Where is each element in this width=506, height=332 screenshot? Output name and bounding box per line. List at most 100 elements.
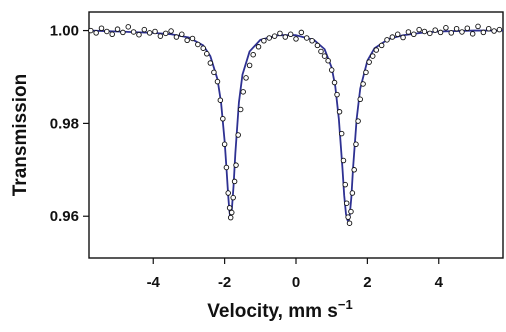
- data-point: [226, 205, 233, 211]
- data-point: [336, 109, 343, 115]
- data-point: [266, 35, 272, 41]
- data-point: [146, 30, 153, 36]
- data-point: [261, 38, 267, 44]
- data-point: [204, 51, 210, 57]
- fit-curve-layer: [88, 29, 503, 223]
- data-point: [230, 194, 236, 201]
- data-point: [485, 25, 492, 32]
- x-axis-label-main: Velocity, mm s: [207, 301, 338, 322]
- data-point: [217, 97, 224, 103]
- data-point: [384, 37, 390, 43]
- data-point: [369, 53, 376, 59]
- data-point: [491, 28, 497, 34]
- data-point: [346, 220, 353, 226]
- data-point: [240, 89, 246, 95]
- data-point: [328, 67, 335, 73]
- data-point: [229, 209, 235, 216]
- data-point: [331, 79, 338, 86]
- data-point: [360, 81, 366, 87]
- data-point: [448, 30, 455, 36]
- data-point: [342, 181, 349, 188]
- data-point: [227, 214, 234, 221]
- data-point: [437, 29, 444, 36]
- data-point: [173, 34, 180, 40]
- data-point: [345, 214, 351, 220]
- data-point: [233, 162, 239, 168]
- data-point: [255, 44, 262, 50]
- data-point: [120, 29, 126, 36]
- data-point: [443, 25, 449, 31]
- y-tick-label: 1.00: [50, 23, 79, 40]
- data-point: [355, 118, 361, 124]
- data-point: [271, 33, 278, 39]
- data-point: [220, 115, 226, 122]
- data-point: [366, 59, 372, 65]
- data-point: [405, 29, 412, 35]
- x-tick-label: 4: [435, 274, 444, 291]
- data-point: [325, 57, 331, 64]
- data-point: [211, 69, 217, 76]
- data-point: [195, 41, 201, 48]
- data-point: [340, 157, 347, 164]
- data-point: [214, 78, 221, 85]
- data-point: [464, 25, 471, 32]
- data-point: [427, 30, 433, 37]
- data-point: [130, 29, 137, 35]
- data-point: [293, 36, 299, 42]
- data-point: [287, 31, 294, 38]
- data-points-layer: [88, 23, 503, 226]
- data-point: [496, 26, 503, 33]
- data-point: [334, 91, 340, 98]
- data-point: [303, 35, 310, 41]
- x-tick-label: 2: [363, 274, 371, 291]
- data-point: [389, 34, 396, 40]
- data-point: [469, 31, 476, 37]
- x-tick-label: -4: [147, 274, 161, 291]
- data-point: [277, 30, 283, 37]
- data-point: [235, 132, 241, 138]
- x-axis-label-exponent: −1: [338, 297, 353, 312]
- data-point: [223, 164, 230, 171]
- data-point: [480, 29, 487, 36]
- data-point: [246, 62, 253, 69]
- y-tick-label: 0.96: [50, 208, 79, 225]
- data-point: [98, 25, 105, 32]
- data-point: [189, 35, 196, 42]
- y-axis-label: Transmission: [10, 74, 31, 197]
- data-point: [298, 29, 305, 36]
- data-point: [373, 47, 380, 53]
- y-tick-label: 0.98: [50, 115, 79, 132]
- data-point: [207, 60, 214, 66]
- data-point: [348, 208, 354, 215]
- y-axis-ticks: 0.96 0.98 1.00: [50, 23, 89, 225]
- data-point: [152, 28, 158, 35]
- data-point: [343, 200, 350, 206]
- data-point: [338, 130, 345, 137]
- data-point: [351, 167, 357, 173]
- data-point: [400, 34, 406, 41]
- data-point: [88, 27, 94, 34]
- data-point: [363, 69, 369, 76]
- data-point: [411, 31, 417, 38]
- data-point: [475, 23, 481, 30]
- data-point: [243, 75, 249, 81]
- data-point: [184, 37, 190, 44]
- data-point: [93, 30, 99, 36]
- x-tick-label: -2: [218, 274, 231, 291]
- data-point: [309, 38, 315, 44]
- data-point: [416, 26, 422, 33]
- x-axis-label: Velocity, mm s−1: [207, 297, 352, 322]
- fit-curve: [88, 29, 503, 223]
- x-axis-ticks: -4 -2 0 2 4: [147, 258, 444, 291]
- x-tick-label: 0: [292, 274, 300, 291]
- data-point: [179, 31, 185, 38]
- data-point: [432, 27, 438, 33]
- data-point: [104, 28, 110, 35]
- data-point: [250, 51, 256, 58]
- plot-frame: [88, 11, 504, 259]
- data-point: [136, 31, 142, 38]
- data-point: [168, 28, 174, 34]
- data-point: [394, 31, 401, 38]
- data-point: [237, 106, 244, 113]
